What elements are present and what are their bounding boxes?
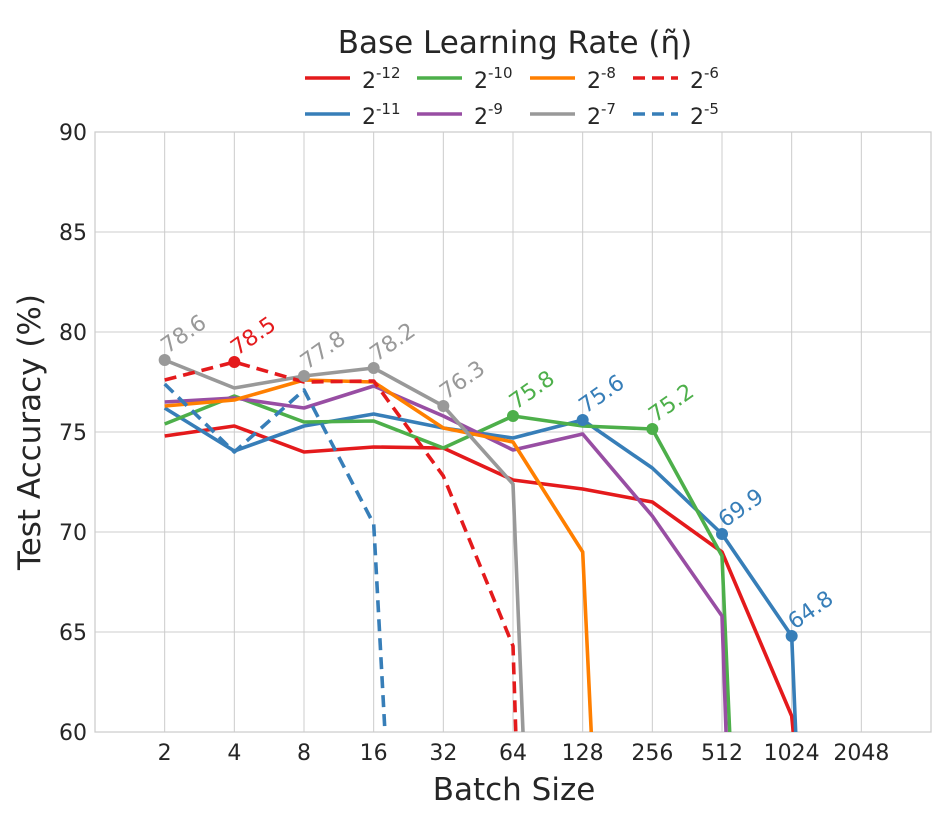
x-tick-label: 2 <box>158 741 172 766</box>
x-axis-title: Batch Size <box>433 772 596 808</box>
x-tick-label: 16 <box>360 741 388 766</box>
markers-layer <box>158 354 798 642</box>
x-tick-label: 1024 <box>764 741 820 766</box>
y-axis-title: Test Accuracy (%) <box>12 294 48 571</box>
x-tick-label: 512 <box>701 741 743 766</box>
y-tick-label: 85 <box>59 221 87 246</box>
x-tick-labels: 2 4 8 16 32 64 128 256 512 1024 2048 <box>158 741 890 766</box>
legend-entry: 2-12 <box>362 64 401 94</box>
series-line <box>163 382 387 732</box>
legend-entry: 2-10 <box>474 64 513 94</box>
y-tick-label: 70 <box>59 521 87 546</box>
highlight-point <box>158 354 171 366</box>
series-line <box>164 424 796 732</box>
highlight-point <box>367 362 380 374</box>
x-tick-label: 8 <box>297 741 311 766</box>
highlight-point <box>228 356 241 368</box>
x-tick-label: 2048 <box>833 741 889 766</box>
y-tick-labels: 60 65 70 75 80 85 90 <box>59 121 87 746</box>
legend-title: Base Learning Rate (η̃) <box>338 25 693 61</box>
y-tick-label: 90 <box>59 121 87 146</box>
highlight-point <box>785 630 798 642</box>
legend-entry: 2-11 <box>362 100 401 130</box>
highlight-point <box>576 414 589 426</box>
x-tick-label: 128 <box>562 741 604 766</box>
x-tick-label: 64 <box>499 741 527 766</box>
series-line <box>164 378 594 732</box>
highlight-point <box>298 370 310 382</box>
y-tick-label: 75 <box>59 421 87 446</box>
legend-entry: 2-9 <box>474 100 503 130</box>
legend-entry: 2-7 <box>587 100 616 130</box>
plot-frame <box>94 131 932 733</box>
x-tick-label: 256 <box>631 741 673 766</box>
series-line <box>163 406 798 732</box>
x-tick-label: 4 <box>227 741 241 766</box>
legend: 2-12 2-11 2-10 2-9 2-8 2-7 2-6 2-5 <box>305 64 719 130</box>
y-tick-label: 65 <box>59 621 87 646</box>
series-layer <box>163 358 798 732</box>
legend-entry: 2-6 <box>690 64 719 94</box>
grid <box>95 131 931 733</box>
x-tick-label: 32 <box>429 741 457 766</box>
series-line <box>164 384 728 732</box>
series-line <box>164 394 732 732</box>
highlight-point <box>716 528 728 540</box>
highlight-point <box>437 400 450 412</box>
y-tick-label: 60 <box>59 721 87 746</box>
series-line <box>164 360 518 732</box>
legend-entry: 2-8 <box>587 64 616 94</box>
highlight-point <box>507 410 519 422</box>
highlight-point <box>646 423 659 435</box>
legend-entry: 2-5 <box>690 100 719 130</box>
y-tick-label: 80 <box>59 321 87 346</box>
